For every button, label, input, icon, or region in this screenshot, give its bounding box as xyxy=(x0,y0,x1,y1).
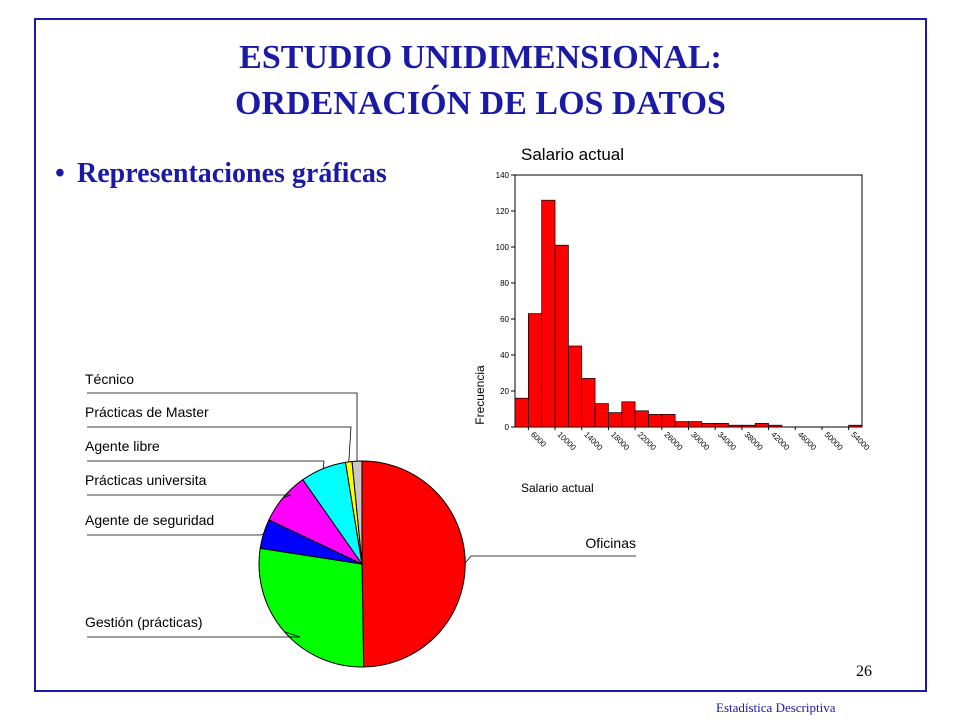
pie-label: Agente de seguridad xyxy=(85,512,214,528)
histogram-bar xyxy=(714,423,729,428)
pie-leader-line xyxy=(87,460,325,469)
x-tick-label: 30000 xyxy=(689,430,711,452)
y-tick-label: 100 xyxy=(496,243,510,252)
histogram-bar xyxy=(661,414,676,428)
histogram-bar xyxy=(554,244,569,428)
histogram-bar xyxy=(848,424,863,428)
pie-leader-line xyxy=(87,426,352,462)
y-tick-label: 120 xyxy=(496,207,510,216)
histogram-bar xyxy=(594,403,609,428)
x-tick-label: 14000 xyxy=(582,430,604,452)
histogram-bar xyxy=(728,424,743,428)
histogram-chart: Salario actual 0 20 40 60 80 100 120 140 6000 1000… xyxy=(473,145,872,495)
histogram-bar xyxy=(768,424,783,428)
slide-frame xyxy=(34,18,927,692)
x-tick-label: 54000 xyxy=(849,430,871,452)
histogram-bar xyxy=(741,424,756,428)
y-tick-label: 60 xyxy=(500,315,509,324)
y-tick-label: 20 xyxy=(500,387,509,396)
pie-leader-line xyxy=(87,533,264,536)
pie-chart: Técnico Prácticas de Master Agente libre Pr… xyxy=(85,371,636,668)
page-number: 26 xyxy=(856,663,872,680)
bullet-dot: • xyxy=(55,158,65,189)
histogram-title: Salario actual xyxy=(521,145,624,164)
x-tick-label: 10000 xyxy=(556,430,578,452)
pie-label: Agente libre xyxy=(85,438,160,454)
x-tick-label: 46000 xyxy=(796,430,818,452)
histogram-bar xyxy=(634,410,649,428)
x-tick-label: 38000 xyxy=(742,430,764,452)
pie-leader-line xyxy=(464,555,636,564)
x-tick-label: 6000 xyxy=(529,430,548,449)
pie-label: Prácticas universita xyxy=(85,472,207,488)
histogram-bar xyxy=(514,397,529,428)
x-tick-label: 18000 xyxy=(609,430,631,452)
pie-label: Oficinas xyxy=(585,535,636,551)
slide-title-line-1: ESTUDIO UNIDIMENSIONAL: xyxy=(239,39,722,76)
bullet-text: Representaciones gráficas xyxy=(77,158,387,189)
x-tick-label: 22000 xyxy=(636,430,658,452)
histogram-bar xyxy=(688,421,703,428)
histogram-bar xyxy=(608,412,623,428)
histogram-bar xyxy=(568,345,583,428)
histogram-bar xyxy=(701,423,716,428)
x-tick-label: 50000 xyxy=(823,430,845,452)
x-tick-label: 42000 xyxy=(769,430,791,452)
pie-slice xyxy=(361,460,466,668)
pie-leader-line xyxy=(87,494,292,498)
y-tick-label: 140 xyxy=(496,171,510,180)
pie-leader-line xyxy=(87,392,358,462)
x-tick-label: 34000 xyxy=(716,430,738,452)
histogram-bar xyxy=(674,421,689,428)
x-tick-label: 26000 xyxy=(662,430,684,452)
pie-label: Prácticas de Master xyxy=(85,404,209,420)
y-tick-label: 40 xyxy=(500,351,509,360)
histogram-y-axis-label: Frecuencia xyxy=(473,365,487,425)
pie-slice xyxy=(351,460,363,565)
histogram-bar xyxy=(581,378,596,428)
slide-title-line-2: ORDENACIÓN DE LOS DATOS xyxy=(235,85,726,122)
histogram-bar xyxy=(621,401,636,428)
pie-label: Gestión (prácticas) xyxy=(85,614,202,630)
histogram-x-axis-label: Salario actual xyxy=(521,481,594,495)
histogram-bar xyxy=(527,313,543,428)
pie-slice xyxy=(258,547,365,668)
y-tick-label: 0 xyxy=(505,423,510,432)
bullet-item: • Representaciones gráficas xyxy=(55,156,387,192)
y-tick-label: 80 xyxy=(500,279,509,288)
histogram-bar xyxy=(541,199,556,428)
histogram-bar xyxy=(754,423,769,428)
pie-leader-line xyxy=(87,631,301,638)
histogram-bar xyxy=(648,414,663,428)
footer-text: Estadística Descriptiva xyxy=(716,700,836,715)
pie-label: Técnico xyxy=(85,371,134,387)
